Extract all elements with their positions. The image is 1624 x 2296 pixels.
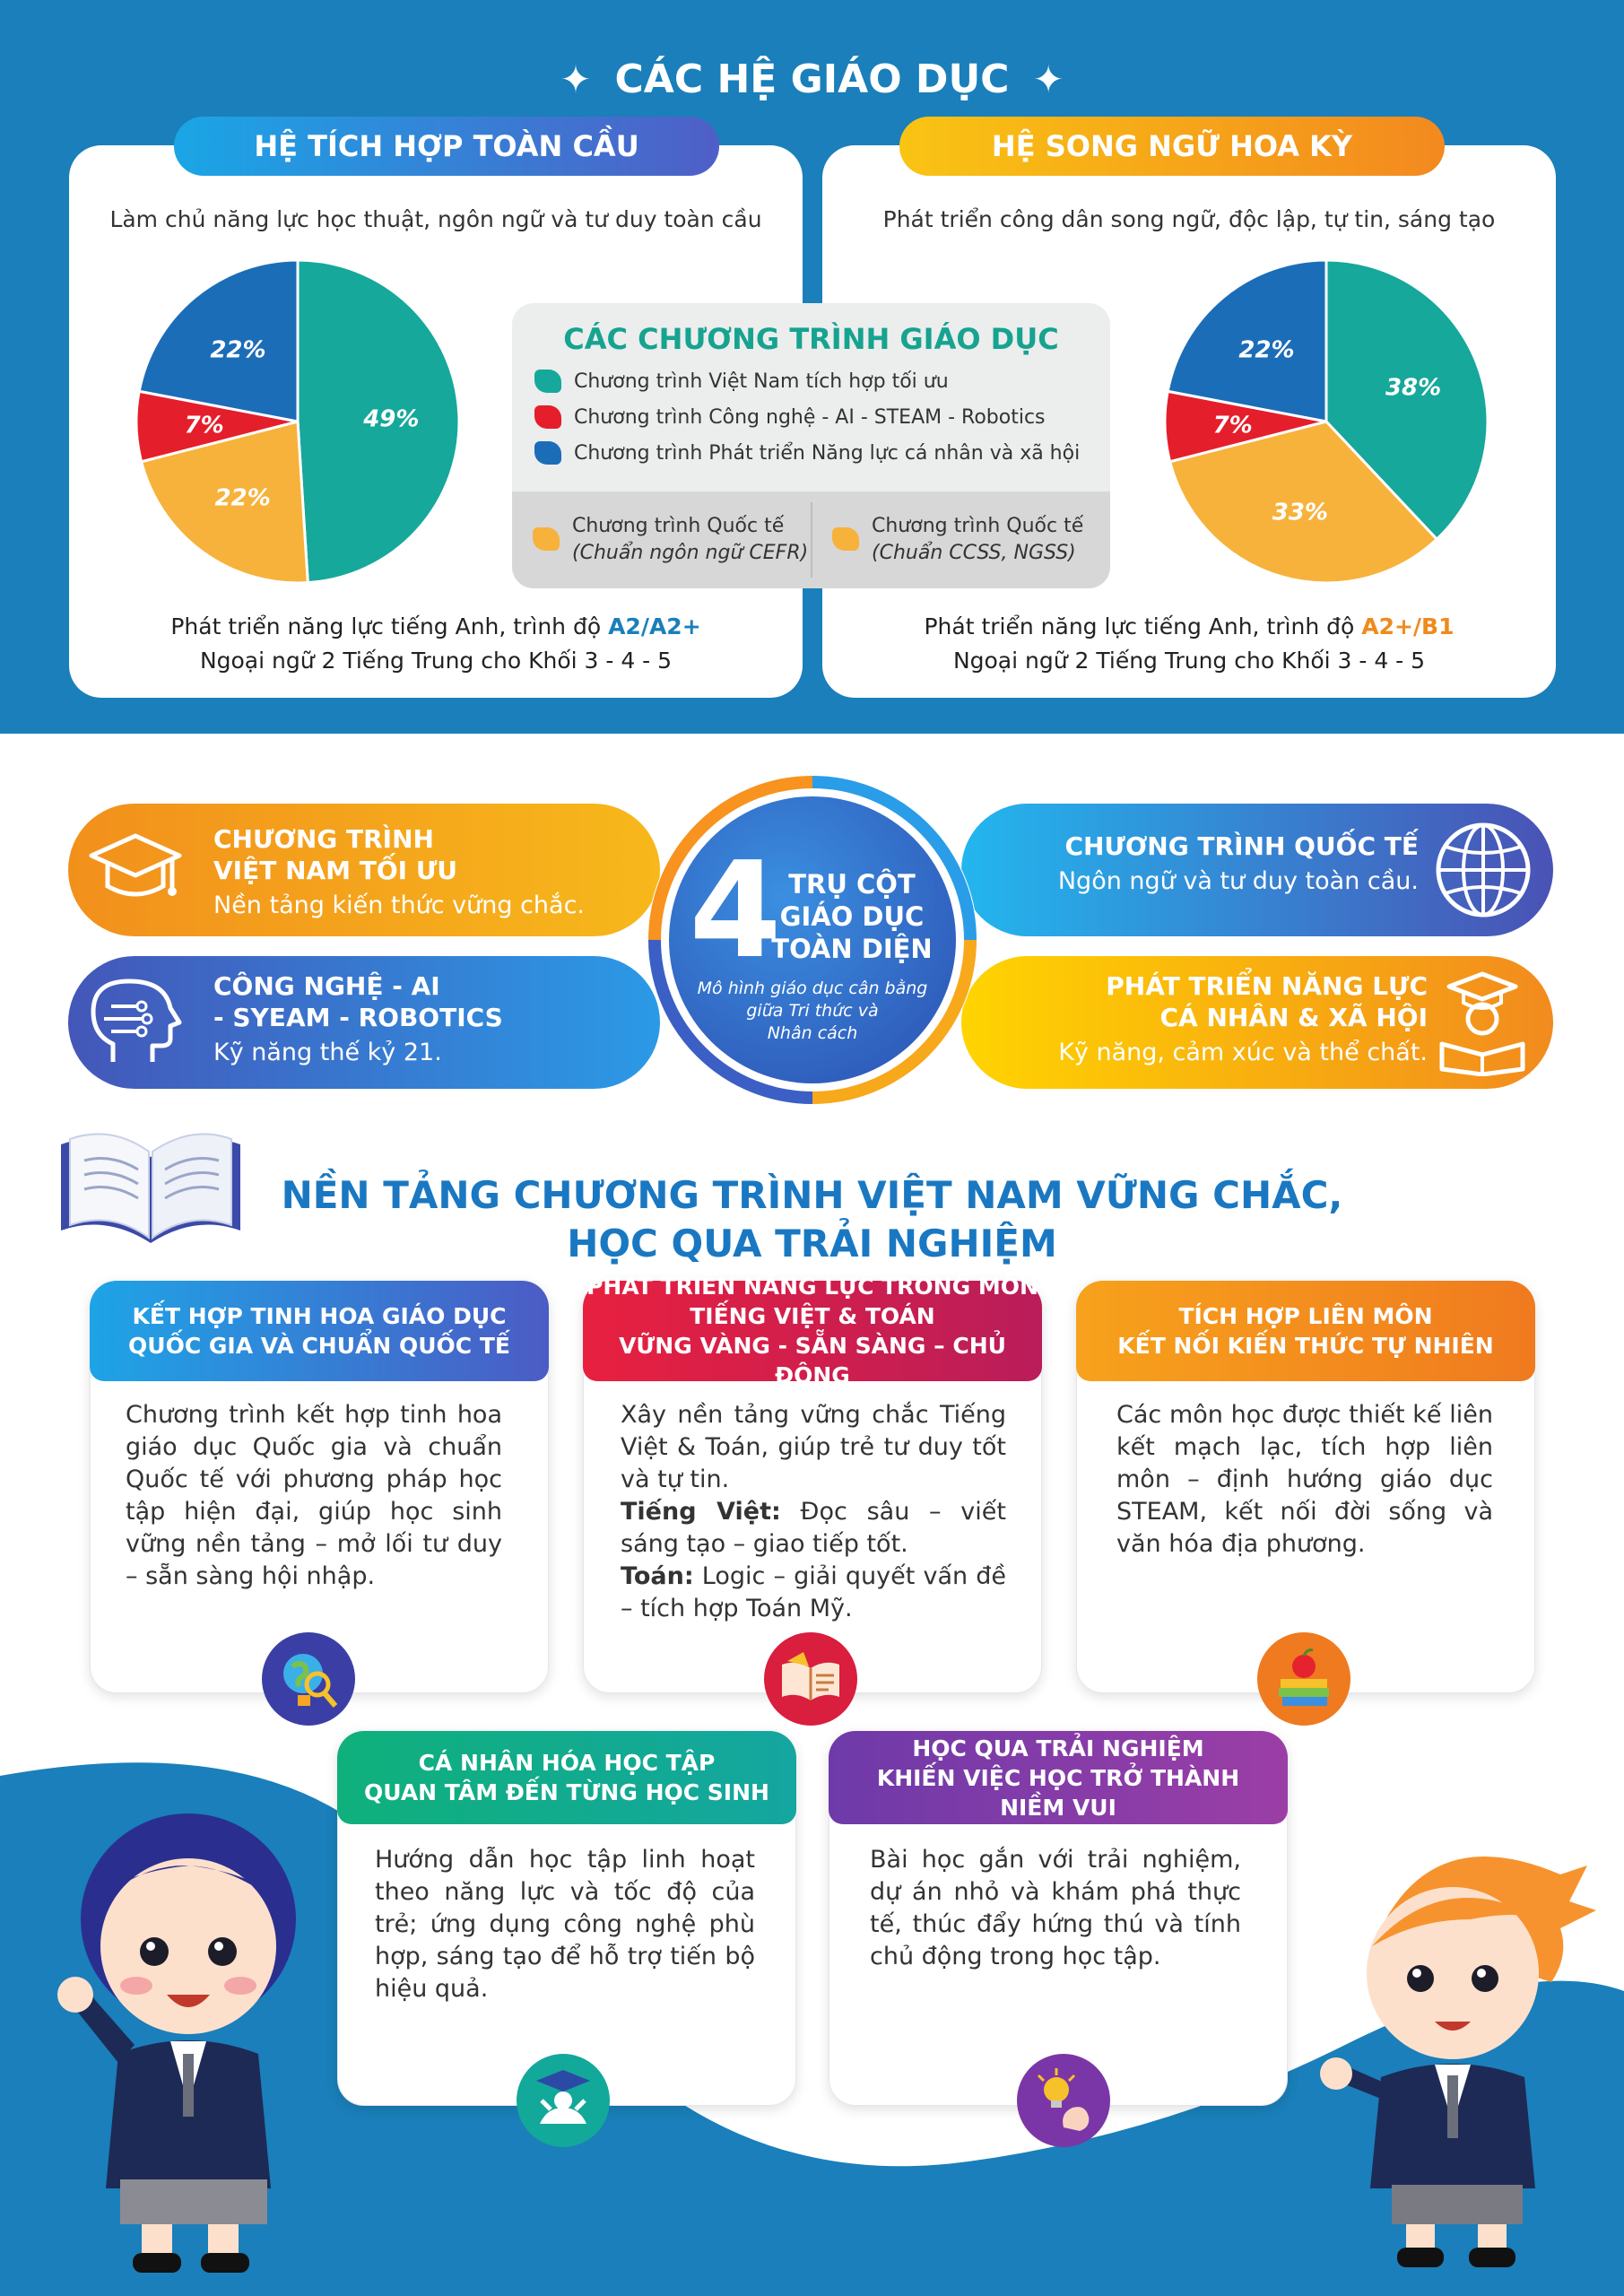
pillar-description: Ngôn ngữ và tư duy toàn cầu. xyxy=(1057,867,1419,895)
pillars-count: 4 xyxy=(689,833,782,987)
pillars-hub xyxy=(669,796,956,1083)
legend-item-label: Chương trình Quốc tế xyxy=(572,515,785,537)
pie-slice xyxy=(137,258,300,423)
legend-item-intl-cefr: Chương trình Quốc tế (Chuẩn ngôn ngữ CEF… xyxy=(533,513,808,567)
globe-magnifier-icon xyxy=(262,1632,355,1726)
pillar-vietnam-program: CHƯƠNG TRÌNH VIỆT NAM TỐI ƯU Nền tảng ki… xyxy=(68,804,660,936)
legend-divider xyxy=(811,502,812,578)
pillar-description: Nền tảng kiến thức vững chắc. xyxy=(213,891,586,919)
open-book-icon xyxy=(61,1133,240,1243)
apple-books-icon xyxy=(1257,1632,1350,1726)
legend-item-tech: Chương trình Công nghệ - AI - STEAM - Ro… xyxy=(534,402,1046,432)
legend-item-label: Chương trình Phát triển Năng lực cá nhân… xyxy=(574,441,1081,465)
legend-item-label: Chương trình Quốc tế xyxy=(872,515,1084,537)
card-body: Các môn học được thiết kế liên kết mạch … xyxy=(1116,1401,1493,1558)
pillar-international-program: CHƯƠNG TRÌNH QUỐC TẾ Ngôn ngữ và tư duy … xyxy=(961,804,1553,936)
pie-slice xyxy=(139,420,309,585)
legend-item-label: Chương trình Công nghệ - AI - STEAM - Ro… xyxy=(574,405,1046,429)
legend-title: CÁC CHƯƠNG TRÌNH GIÁO DỤC xyxy=(563,322,1059,356)
pie-slice-label: 22% xyxy=(215,484,271,511)
lightbulb-hand-icon xyxy=(1017,2054,1110,2147)
legend-item-note: (Chuẩn CCSS, NGSS) xyxy=(872,542,1076,564)
pillar-heading: CÔNG NGHỆ - AI - SYEAM - ROBOTICS xyxy=(213,971,503,1032)
english-level-value: A2+/B1 xyxy=(1361,613,1455,639)
global-integration-subtitle: Làm chủ năng lực học thuật, ngôn ngữ và … xyxy=(109,205,762,232)
global-integration-pie-chart: 49% 22% 7% 22% xyxy=(135,258,461,585)
us-bilingual-footer: Phát triển năng lực tiếng Anh, trình độ … xyxy=(822,610,1556,678)
sparkle-icon: ✦ xyxy=(1032,57,1064,101)
pie-slice-label: 7% xyxy=(1213,412,1253,439)
pie-slice-label: 22% xyxy=(210,337,265,364)
pie-slice xyxy=(1166,258,1328,423)
legend-item-vietnam: Chương trình Việt Nam tích hợp tối ưu xyxy=(534,366,949,396)
card-heading: PHÁT TRIỂN NĂNG LỰC TRONG MÔN TIẾNG VIỆT… xyxy=(583,1274,1042,1388)
pillar-description: Kỹ năng, cảm xúc và thể chất. xyxy=(1058,1039,1428,1066)
card-heading: CÁ NHÂN HÓA HỌC TẬP QUAN TÂM ĐẾN TỪNG HỌ… xyxy=(337,1731,796,1824)
leaf-icon xyxy=(534,441,561,465)
graduation-cap-icon xyxy=(89,833,182,897)
card-intro: Xây nền tảng vững chắc Tiếng Việt & Toán… xyxy=(621,1401,1006,1493)
pie-slice-label: 38% xyxy=(1385,375,1441,402)
pie-slice-label: 22% xyxy=(1238,337,1294,364)
legend-item-label: Chương trình Việt Nam tích hợp tối ưu xyxy=(574,370,949,393)
leaf-icon xyxy=(832,527,859,551)
ai-head-icon xyxy=(91,978,182,1062)
pillar-heading: PHÁT TRIỂN NĂNG LỰC CÁ NHÂN & XÃ HỘI xyxy=(1106,971,1428,1032)
pillars-hub-description: Mô hình giáo dục cân bằng giữa Tri thức … xyxy=(697,978,928,1043)
english-level-text: Phát triển năng lực tiếng Anh, trình độ xyxy=(924,613,1362,639)
legend-item-intl-ccss: Chương trình Quốc tế (Chuẩn CCSS, NGSS) xyxy=(832,513,1083,567)
globe-icon xyxy=(1436,822,1531,918)
card-body: Chương trình kết hợp tinh hoa giáo dục Q… xyxy=(126,1401,502,1590)
pillar-heading: CHƯƠNG TRÌNH QUỐC TẾ xyxy=(1064,831,1419,861)
pillar-heading: CHƯƠNG TRÌNH VIỆT NAM TỐI ƯU xyxy=(213,824,457,885)
page-title: ✦ CÁC HỆ GIÁO DỤC ✦ xyxy=(0,43,1624,115)
us-bilingual-tab: HỆ SONG NGỮ HOA KỲ xyxy=(899,117,1445,176)
english-level-value: A2/A2+ xyxy=(608,613,701,639)
pie-slice xyxy=(1324,258,1489,542)
global-integration-footer: Phát triển năng lực tiếng Anh, trình độ … xyxy=(69,610,803,678)
legend-item-development: Chương trình Phát triển Năng lực cá nhân… xyxy=(534,438,1080,468)
pillars-hub-ring xyxy=(647,775,977,1105)
girl-student-illustration xyxy=(57,1813,296,2273)
card-vietnamese-text: Đọc sâu – viết sáng tạo – giao tiếp tốt. xyxy=(621,1498,1006,1558)
graduate-student-icon xyxy=(517,2054,610,2147)
pie-slice-label: 49% xyxy=(362,406,419,433)
global-integration-tab: HỆ TÍCH HỢP TOÀN CẦU xyxy=(174,117,719,176)
pie-slice-label: 7% xyxy=(185,412,224,439)
leaf-icon xyxy=(533,527,560,551)
open-book-icon xyxy=(764,1632,857,1726)
sparkle-icon: ✦ xyxy=(560,57,592,101)
card-body: Xây nền tảng vững chắc Tiếng Việt & Toán… xyxy=(621,1399,1006,1625)
card-body: Hướng dẫn học tập linh hoạt theo năng lự… xyxy=(375,1846,755,2003)
card-heading: TÍCH HỢP LIÊN MÔN KẾT NỐI KIẾN THỨC TỰ N… xyxy=(1076,1281,1535,1381)
card-math-text: Logic – giải quyết vấn đề – tích hợp Toá… xyxy=(621,1562,1006,1622)
pillars-hub-heading: TRỤ CỘT GIÁO DỤC TOÀN DIỆN xyxy=(771,869,933,964)
page-title-text: CÁC HỆ GIÁO DỤC xyxy=(614,56,1010,102)
leaf-icon xyxy=(534,405,561,429)
us-bilingual-pie-chart: 38% 33% 7% 22% xyxy=(1163,258,1489,585)
card-math-line: Toán: Logic – giải quyết vấn đề – tích h… xyxy=(621,1561,1006,1625)
legend-item-note: (Chuẩn ngôn ngữ CEFR) xyxy=(572,542,809,564)
foundation-title: NỀN TẢNG CHƯƠNG TRÌNH VIỆT NAM VỮNG CHẮC… xyxy=(281,1173,1343,1265)
card-body: Bài học gắn với trải nghiệm, dự án nhỏ v… xyxy=(870,1846,1241,1970)
card-heading: KẾT HỢP TINH HOA GIÁO DỤC QUỐC GIA VÀ CH… xyxy=(90,1281,549,1381)
pillar-technology-ai: CÔNG NGHỆ - AI - SYEAM - ROBOTICS Kỹ năn… xyxy=(68,956,660,1089)
second-language-text: Ngoại ngữ 2 Tiếng Trung cho Khối 3 - 4 -… xyxy=(199,648,673,674)
card-math-label: Toán: xyxy=(621,1562,694,1590)
us-bilingual-subtitle: Phát triển công dân song ngữ, độc lập, t… xyxy=(882,205,1496,232)
pillar-personal-social-development: PHÁT TRIỂN NĂNG LỰC CÁ NHÂN & XÃ HỘI Kỹ … xyxy=(961,956,1553,1089)
pillar-description: Kỹ năng thế kỷ 21. xyxy=(213,1039,442,1066)
card-vietnamese-label: Tiếng Việt: xyxy=(621,1498,781,1526)
english-level-text: Phát triển năng lực tiếng Anh, trình độ xyxy=(170,613,609,639)
card-heading: HỌC QUA TRẢI NGHIỆM KHIẾN VIỆC HỌC TRỞ T… xyxy=(829,1731,1288,1824)
boy-student-illustration xyxy=(1320,1857,1596,2267)
leaf-icon xyxy=(534,370,561,393)
pie-slice xyxy=(296,258,461,585)
pie-slice-label: 33% xyxy=(1272,499,1328,526)
card-vietnamese-line: Tiếng Việt: Đọc sâu – viết sáng tạo – gi… xyxy=(621,1496,1006,1561)
second-language-text: Ngoại ngữ 2 Tiếng Trung cho Khối 3 - 4 -… xyxy=(952,648,1426,674)
programs-legend xyxy=(512,303,1110,588)
reading-student-icon xyxy=(1439,971,1525,1076)
pie-slice xyxy=(1168,420,1439,585)
